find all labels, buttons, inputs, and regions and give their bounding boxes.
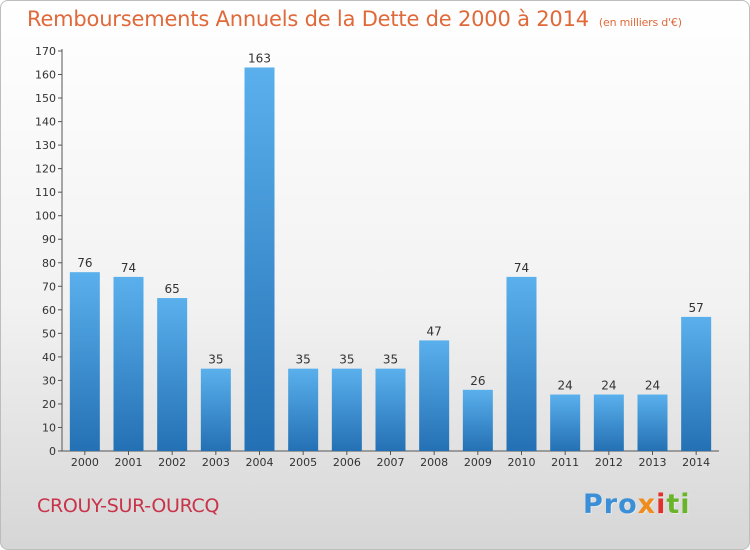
- bar: [375, 368, 406, 451]
- x-tick-label: 2005: [289, 456, 317, 469]
- x-tick-label: 2003: [202, 456, 230, 469]
- chart-title-text: Remboursements Annuels de la Dette de 20…: [27, 7, 589, 31]
- y-tick-label: 160: [35, 69, 56, 82]
- chart-subtitle: (en milliers d'€): [598, 16, 682, 29]
- bar: [244, 67, 275, 452]
- y-tick-label: 100: [35, 210, 56, 223]
- logo-part-2: x: [637, 489, 657, 520]
- bar-data-label: 26: [470, 374, 485, 388]
- y-tick-label: 150: [35, 92, 56, 105]
- bar-data-label: 74: [514, 261, 529, 275]
- bar-data-label: 24: [601, 379, 616, 393]
- bar-data-label: 24: [558, 379, 573, 393]
- x-tick-label: 2011: [551, 456, 579, 469]
- y-tick-label: 20: [42, 398, 56, 411]
- bar: [550, 394, 581, 451]
- y-tick-label: 120: [35, 163, 56, 176]
- x-tick-label: 2007: [377, 456, 405, 469]
- y-tick-label: 10: [42, 421, 56, 434]
- bar: [637, 394, 668, 451]
- y-tick-label: 60: [42, 304, 56, 317]
- bar: [506, 276, 537, 451]
- bar-data-label: 35: [383, 353, 398, 367]
- logo-part-3: i: [656, 489, 667, 520]
- x-tick-label: 2010: [508, 456, 536, 469]
- bar: [288, 368, 319, 451]
- y-tick-label: 40: [42, 351, 56, 364]
- bar-data-label: 35: [296, 353, 311, 367]
- y-tick-label: 70: [42, 280, 56, 293]
- y-tick-label: 110: [35, 186, 56, 199]
- y-tick-label: 140: [35, 116, 56, 129]
- y-tick-label: 170: [35, 45, 56, 58]
- y-tick-label: 90: [42, 233, 56, 246]
- x-tick-label: 2012: [595, 456, 623, 469]
- bar-data-label: 74: [121, 261, 136, 275]
- bar-data-label: 57: [689, 301, 704, 315]
- x-tick-label: 2002: [158, 456, 186, 469]
- logo-part-1: Pro: [583, 489, 638, 520]
- bar: [331, 368, 362, 451]
- bar-data-label: 163: [248, 51, 271, 65]
- chart-title: Remboursements Annuels de la Dette de 20…: [27, 7, 682, 31]
- bar-data-label: 47: [427, 324, 442, 338]
- bar: [593, 394, 624, 451]
- proxiti-logo: Proxiti: [583, 489, 691, 520]
- x-tick-label: 2014: [682, 456, 710, 469]
- y-tick-label: 80: [42, 257, 56, 270]
- y-tick-label: 50: [42, 327, 56, 340]
- bar: [157, 298, 188, 451]
- x-tick-label: 2001: [115, 456, 143, 469]
- x-tick-label: 2008: [420, 456, 448, 469]
- y-tick-label: 130: [35, 139, 56, 152]
- bar: [200, 368, 231, 451]
- bar-data-label: 76: [77, 256, 92, 270]
- bar-data-label: 35: [339, 353, 354, 367]
- y-tick-label: 30: [42, 374, 56, 387]
- x-tick-label: 2013: [639, 456, 667, 469]
- bar: [113, 276, 144, 451]
- x-tick-label: 2004: [246, 456, 274, 469]
- y-tick-label: 0: [49, 445, 56, 458]
- bar: [462, 389, 493, 451]
- bar-data-label: 65: [165, 282, 180, 296]
- logo-part-4: ti: [666, 489, 691, 520]
- x-tick-label: 2009: [464, 456, 492, 469]
- bar: [419, 340, 450, 451]
- commune-name: CROUY-SUR-OURCQ: [37, 495, 220, 517]
- x-tick-label: 2006: [333, 456, 361, 469]
- x-tick-label: 2000: [71, 456, 99, 469]
- bar: [681, 316, 712, 451]
- bar-data-label: 24: [645, 379, 660, 393]
- bar-data-label: 35: [208, 353, 223, 367]
- bar: [69, 272, 100, 451]
